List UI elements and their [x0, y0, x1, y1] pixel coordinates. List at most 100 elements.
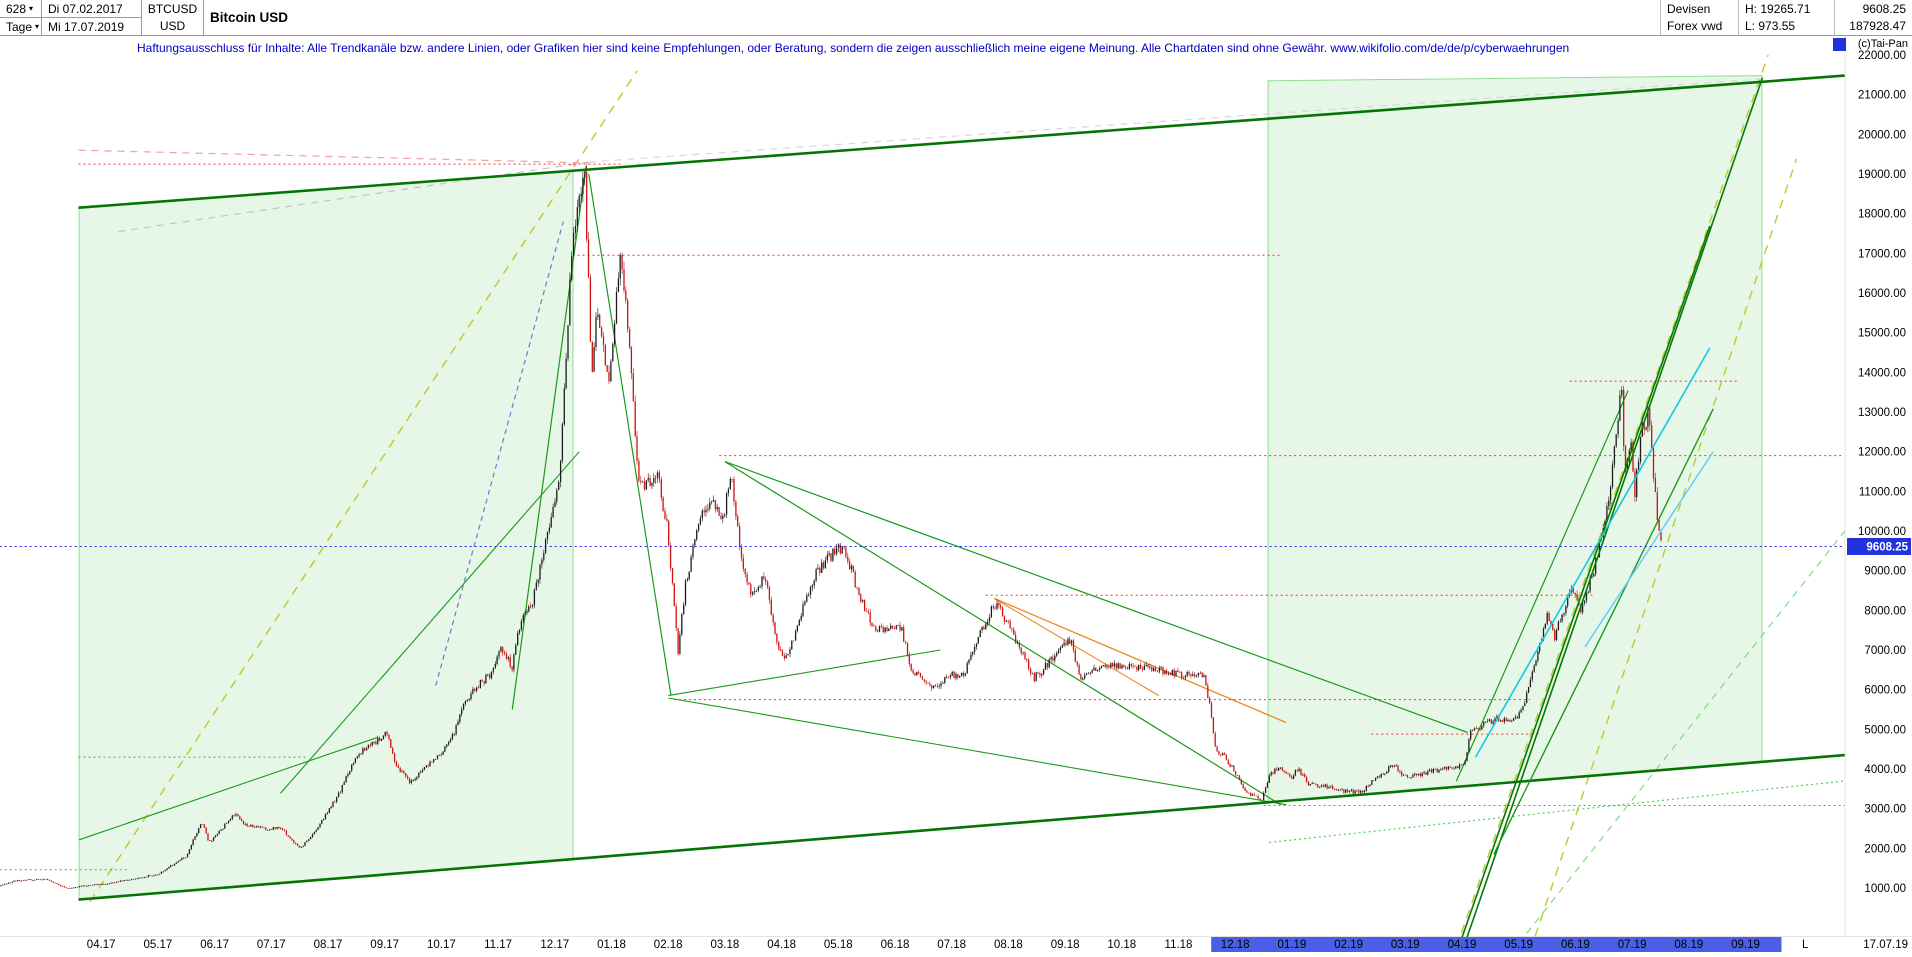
disclaimer-text: Haftungsausschluss für Inhalte: Alle Tre… — [137, 41, 1570, 55]
trendline[interactable] — [1462, 77, 1764, 952]
y-axis-label: 17000.00 — [1858, 248, 1906, 260]
x-axis-label: 05.18 — [824, 939, 853, 951]
trendline[interactable] — [1451, 54, 1769, 952]
trendline[interactable] — [1457, 225, 1711, 952]
x-axis-label: 07.19 — [1618, 939, 1647, 951]
y-axis-label: 8000.00 — [1864, 605, 1906, 617]
low-value: L: 973.55 — [1745, 19, 1796, 34]
trendline[interactable] — [724, 461, 1468, 734]
currency-label: USD — [159, 19, 186, 34]
last-date-label: 17.07.19 — [1863, 939, 1908, 951]
trendline[interactable] — [668, 697, 1287, 806]
x-axis-label: 03.19 — [1391, 939, 1420, 951]
x-axis-label: 11.18 — [1165, 939, 1193, 951]
high-value: H: 19265.71 — [1745, 1, 1811, 16]
x-axis-label: 07.18 — [937, 939, 966, 951]
x-axis-label: 12.17 — [540, 939, 569, 951]
x-axis-label: 10.18 — [1107, 939, 1136, 951]
trendline[interactable] — [279, 451, 580, 794]
trendline[interactable] — [78, 149, 589, 164]
scroll-button[interactable] — [1833, 38, 1846, 51]
x-axis-label: 09.18 — [1051, 939, 1080, 951]
trendline[interactable] — [1519, 530, 1845, 944]
x-axis-label: 07.17 — [257, 939, 286, 951]
x-axis-label: 04.18 — [767, 939, 796, 951]
bars-count-dropdown[interactable]: 628 ▾ — [0, 0, 41, 18]
trendline[interactable] — [78, 74, 1845, 209]
candles-up — [0, 171, 1649, 889]
header: 628 ▾ Tage ▾ Di 07.02.2017 Mi 17.07.2019… — [0, 0, 1912, 36]
bars-count: 628 — [6, 1, 27, 16]
trendline[interactable] — [78, 736, 379, 841]
y-axis-label: 14000.00 — [1858, 367, 1906, 379]
y-axis-label: 6000.00 — [1864, 685, 1906, 697]
trendline[interactable] — [118, 161, 589, 233]
y-axis-label: 7000.00 — [1864, 645, 1906, 657]
trendline[interactable] — [724, 461, 1281, 806]
trendline[interactable] — [1269, 780, 1845, 843]
y-axis-label: 1000.00 — [1864, 883, 1906, 895]
volume-value: 187928.47 — [1849, 19, 1906, 34]
last-bar-marker: L — [1802, 939, 1809, 951]
x-axis-label: 08.18 — [994, 939, 1023, 951]
taipan-watermark: (c)Tai-Pan — [1857, 38, 1908, 50]
chevron-down-icon: ▾ — [29, 3, 34, 13]
x-axis-label: 08.17 — [314, 939, 343, 951]
y-axis-label: 18000.00 — [1858, 209, 1906, 221]
x-axis-label: 11.17 — [484, 939, 512, 951]
x-axis-label: 06.19 — [1561, 939, 1590, 951]
y-axis-label: 13000.00 — [1858, 407, 1906, 419]
end-date: Mi 17.07.2019 — [48, 19, 125, 34]
trendline[interactable] — [511, 166, 587, 710]
trendline[interactable] — [1474, 347, 1711, 758]
x-axis-label: 04.19 — [1448, 939, 1477, 951]
x-axis-label: 10.17 — [427, 939, 456, 951]
x-axis-label: 01.19 — [1278, 939, 1307, 951]
trendline[interactable] — [588, 173, 672, 696]
x-axis-label: 03.18 — [711, 939, 740, 951]
y-axis-label: 22000.00 — [1858, 50, 1906, 62]
last-price-value: 9608.25 — [1862, 1, 1906, 16]
x-axis-label: 05.17 — [144, 939, 173, 951]
period-dropdown[interactable]: Tage ▾ — [0, 18, 41, 35]
instrument-title: Bitcoin USD — [210, 10, 289, 25]
trendline[interactable] — [1584, 451, 1714, 648]
trendline[interactable] — [78, 753, 1845, 901]
data-source-2: Forex vwd — [1667, 19, 1723, 34]
y-axis-label: 5000.00 — [1864, 724, 1906, 736]
trendline[interactable] — [993, 597, 1287, 724]
symbol-label: BTCUSD — [147, 1, 198, 16]
x-axis-label: 09.19 — [1731, 939, 1760, 951]
y-axis-label: 20000.00 — [1858, 129, 1906, 141]
candles-down — [9, 171, 1662, 889]
current-price-tag-value: 9608.25 — [1866, 542, 1908, 554]
trendline[interactable] — [89, 70, 638, 903]
y-axis-label: 11000.00 — [1859, 486, 1906, 498]
y-axis-label: 3000.00 — [1864, 804, 1906, 816]
trendline[interactable] — [993, 597, 1159, 697]
quote-info-block: Devisen Forex vwd H: 19265.71 L: 973.55 … — [1660, 0, 1912, 35]
trendline[interactable] — [1530, 158, 1798, 952]
x-axis-label: 04.17 — [87, 939, 116, 951]
y-axis-label: 4000.00 — [1864, 764, 1906, 776]
y-axis-label: 15000.00 — [1858, 328, 1906, 340]
y-axis-label: 16000.00 — [1858, 288, 1906, 300]
x-axis-label: 08.19 — [1674, 939, 1703, 951]
trendline[interactable] — [668, 649, 941, 697]
trendline[interactable] — [1493, 408, 1714, 855]
x-axis-label: 12.18 — [1221, 939, 1250, 951]
trend-channel-region — [1267, 75, 1763, 803]
y-axis-label: 19000.00 — [1858, 169, 1906, 181]
start-date: Di 07.02.2017 — [42, 0, 141, 18]
x-axis-label: 06.18 — [881, 939, 910, 951]
x-axis-label: 06.17 — [200, 939, 229, 951]
x-axis-highlight-bar[interactable] — [1211, 937, 1782, 952]
y-axis-label: 2000.00 — [1864, 843, 1906, 855]
trendline[interactable] — [588, 78, 1763, 163]
y-axis-label: 10000.00 — [1858, 526, 1906, 538]
y-axis-label: 9000.00 — [1864, 566, 1906, 578]
current-price-tag — [1847, 538, 1911, 555]
x-axis-label: 01.18 — [597, 939, 626, 951]
x-axis-label: 02.19 — [1334, 939, 1363, 951]
